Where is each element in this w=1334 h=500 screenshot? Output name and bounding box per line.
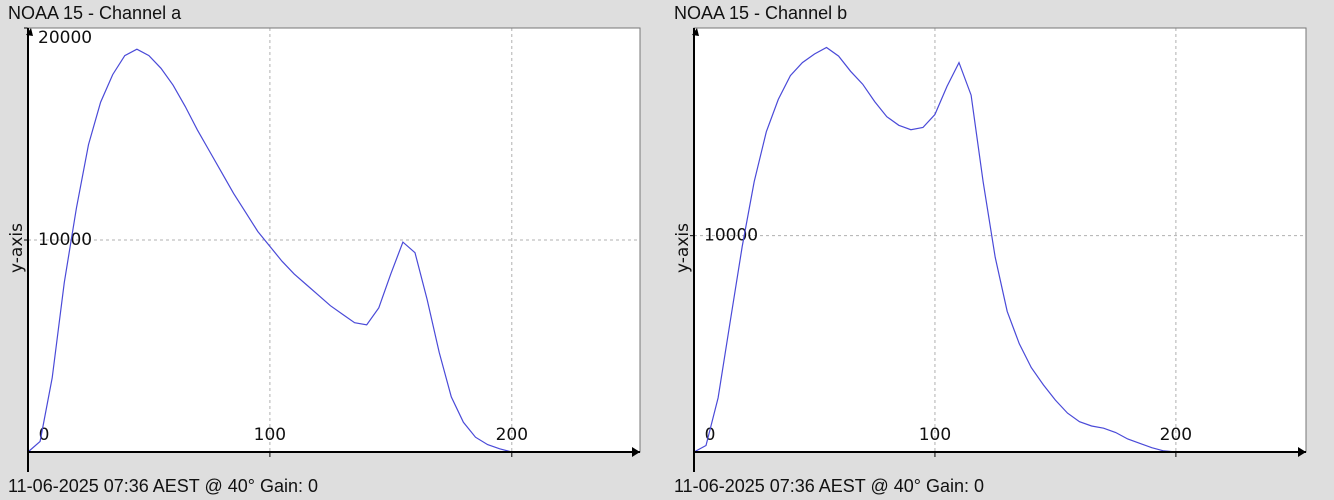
chart-title: NOAA 15 - Channel b <box>674 3 847 23</box>
x-tick-label: 100 <box>919 425 951 445</box>
footer-text: 11-06-2025 07:36 AEST @ 40° Gain: 0 <box>674 476 984 496</box>
x-tick-label: 200 <box>1160 425 1192 445</box>
data-line <box>27 48 512 453</box>
chart-title: NOAA 15 - Channel a <box>8 3 182 23</box>
x-tick-label: 0 <box>705 425 716 445</box>
plot-area <box>694 28 1306 452</box>
y-tick-label: 20000 <box>38 28 92 48</box>
x-tick-label: 0 <box>39 425 50 445</box>
footer-text: 11-06-2025 07:36 AEST @ 40° Gain: 0 <box>8 476 318 496</box>
y-tick-label: 10000 <box>38 230 92 250</box>
panel: NOAA 15 - Channel a 11-06-2025 07:36 AEST… <box>7 3 641 496</box>
y-tick-label: 10000 <box>704 226 758 246</box>
y-axis-arrow <box>692 28 699 36</box>
panel: NOAA 15 - Channel b 11-06-2025 07:36 AEST… <box>673 3 1307 496</box>
x-axis-arrow <box>1298 447 1306 457</box>
data-line <box>693 46 1176 453</box>
y-axis-label: y-axis <box>7 223 27 273</box>
y-axis-label: y-axis <box>673 223 693 273</box>
x-tick-label: 200 <box>496 425 528 445</box>
y-axis-arrow <box>26 28 33 36</box>
x-axis-arrow <box>632 447 640 457</box>
x-tick-label: 100 <box>254 425 286 445</box>
